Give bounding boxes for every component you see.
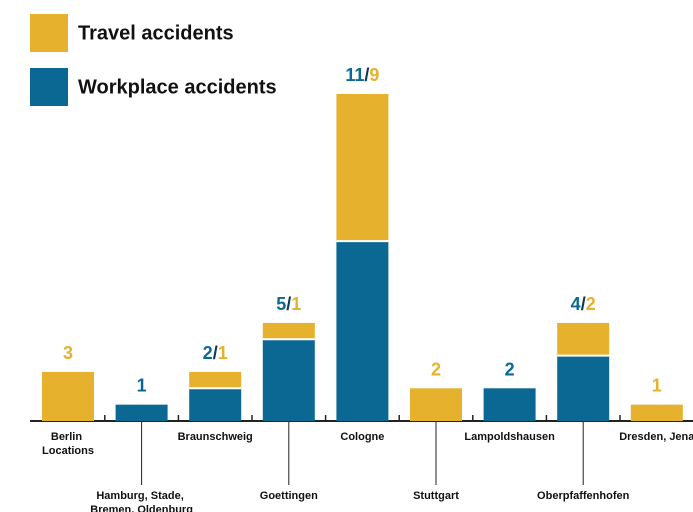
x-tick-label: Berlin Locations — [42, 431, 94, 457]
value-label: 2 — [505, 359, 515, 379]
value-label-travel: 2 — [586, 294, 596, 314]
value-label-travel: 1 — [291, 294, 301, 314]
value-label-travel: 2 — [431, 359, 441, 379]
value-label-workplace: 4 — [571, 294, 581, 314]
x-tick-label-line: Hamburg, Stade, — [96, 490, 186, 502]
x-tick-label: Lampoldshausen — [464, 431, 555, 443]
x-tick-label: Braunschweig — [178, 431, 253, 443]
bar-segment — [336, 94, 389, 242]
bar-segment — [115, 404, 168, 421]
value-label: 11/9 — [345, 65, 379, 85]
bar-segment — [42, 371, 94, 421]
value-label-separator: / — [286, 294, 291, 314]
x-tick-label-line: Stuttgart — [413, 490, 459, 502]
x-tick-label-line: Berlin — [51, 431, 85, 443]
value-label-separator: / — [213, 343, 218, 363]
bar-segment — [557, 322, 610, 356]
value-label: 4/2 — [571, 294, 596, 314]
value-label-workplace: 2 — [505, 359, 515, 379]
x-tick-label: Dresden, Jena — [619, 431, 693, 443]
value-label-travel: 3 — [63, 343, 73, 363]
value-label-workplace: 1 — [137, 375, 147, 395]
value-label: 5/1 — [276, 294, 301, 314]
value-label-workplace: 5 — [276, 294, 286, 314]
value-label: 3 — [63, 343, 73, 363]
value-label: 2 — [431, 359, 441, 379]
value-label-separator: / — [581, 294, 586, 314]
legend-label: Travel accidents — [78, 22, 234, 44]
bar-segment — [262, 322, 315, 340]
value-label-travel: 9 — [369, 65, 379, 85]
x-tick-label: Cologne — [340, 431, 384, 443]
x-tick-label-line: Bremen, Oldenburg — [90, 504, 193, 512]
x-tick-label-line: Dresden, Jena — [619, 431, 693, 443]
bar-segment — [262, 339, 315, 421]
legend-swatch — [30, 14, 68, 52]
x-tick-label: Hamburg, Stade, Bremen, Oldenburg — [90, 490, 193, 512]
value-label: 1 — [137, 375, 147, 395]
x-tick-label: Stuttgart — [413, 490, 459, 502]
bar-segment — [557, 355, 610, 421]
x-tick-label: Oberpfaffenhofen — [537, 490, 630, 502]
value-label-travel: 1 — [652, 375, 662, 395]
value-label-workplace: 2 — [203, 343, 213, 363]
value-label: 2/1 — [203, 343, 228, 363]
bar-segment — [189, 371, 242, 389]
x-tick-label: Goettingen — [260, 490, 318, 502]
x-tick-label-line: Goettingen — [260, 490, 318, 502]
x-tick-label-line: Cologne — [340, 431, 384, 443]
bar-segment — [630, 404, 683, 421]
bar-segment — [410, 388, 462, 421]
value-label: 1 — [652, 375, 662, 395]
bar-segment — [483, 388, 536, 421]
value-label-separator: / — [364, 65, 369, 85]
legend-label: Workplace accidents — [78, 76, 277, 98]
x-tick-label-line: Locations — [42, 445, 94, 457]
bar-segment — [336, 241, 389, 421]
x-tick-label-line: Oberpfaffenhofen — [537, 490, 630, 502]
value-label-workplace: 11 — [345, 65, 364, 85]
legend-swatch — [30, 68, 68, 106]
x-tick-label-line: Braunschweig — [178, 431, 253, 443]
value-label-travel: 1 — [218, 343, 228, 363]
bar-segment — [189, 388, 242, 421]
x-tick-label-line: Lampoldshausen — [464, 431, 555, 443]
